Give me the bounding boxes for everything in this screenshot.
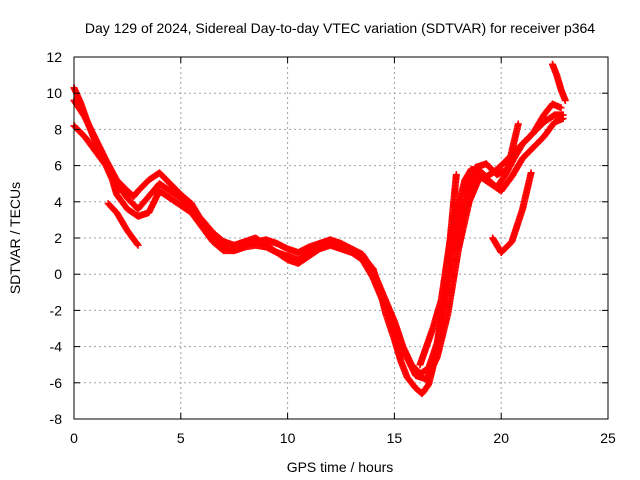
y-tick-label: 2 bbox=[54, 230, 62, 246]
series-segment-e bbox=[461, 120, 522, 199]
data-points bbox=[70, 60, 569, 398]
y-axis-label: SDTVAR / TECUs bbox=[7, 182, 23, 294]
series-segment-d bbox=[104, 200, 142, 249]
y-tick-label: -2 bbox=[50, 302, 63, 318]
data-point bbox=[514, 120, 522, 128]
x-axis-label: GPS time / hours bbox=[287, 459, 394, 475]
data-point bbox=[559, 115, 567, 123]
x-tick-label: 15 bbox=[387, 430, 403, 446]
axis-ticks: 0 5 10 15 20 25 -8 -6 -4 -2 0 2 4 6 8 10 12 bbox=[46, 49, 616, 446]
y-tick-label: 8 bbox=[54, 121, 62, 137]
data-point bbox=[527, 169, 535, 177]
data-point bbox=[133, 240, 141, 248]
y-tick-label: -8 bbox=[50, 411, 63, 427]
series-track-b bbox=[70, 96, 565, 378]
x-tick-label: 20 bbox=[493, 430, 509, 446]
data-point bbox=[134, 241, 142, 249]
data-point bbox=[452, 171, 460, 179]
series-segment-f bbox=[489, 169, 535, 256]
y-tick-label: 4 bbox=[54, 194, 62, 210]
series-track-c bbox=[70, 115, 567, 383]
y-tick-label: -4 bbox=[50, 339, 63, 355]
series-segment-g bbox=[548, 60, 569, 104]
x-tick-label: 25 bbox=[600, 430, 616, 446]
y-tick-label: 10 bbox=[46, 85, 62, 101]
x-tick-label: 0 bbox=[70, 430, 78, 446]
x-tick-label: 10 bbox=[280, 430, 296, 446]
y-tick-label: 12 bbox=[46, 49, 62, 65]
chart-title: Day 129 of 2024, Sidereal Day-to-day VTE… bbox=[85, 20, 595, 36]
grid bbox=[74, 57, 608, 419]
data-point bbox=[557, 104, 565, 112]
y-tick-label: -6 bbox=[50, 375, 63, 391]
series-segment-h bbox=[416, 171, 460, 369]
data-point bbox=[561, 96, 569, 104]
y-tick-label: 0 bbox=[54, 266, 62, 282]
y-tick-label: 6 bbox=[54, 158, 62, 174]
x-tick-label: 5 bbox=[177, 430, 185, 446]
